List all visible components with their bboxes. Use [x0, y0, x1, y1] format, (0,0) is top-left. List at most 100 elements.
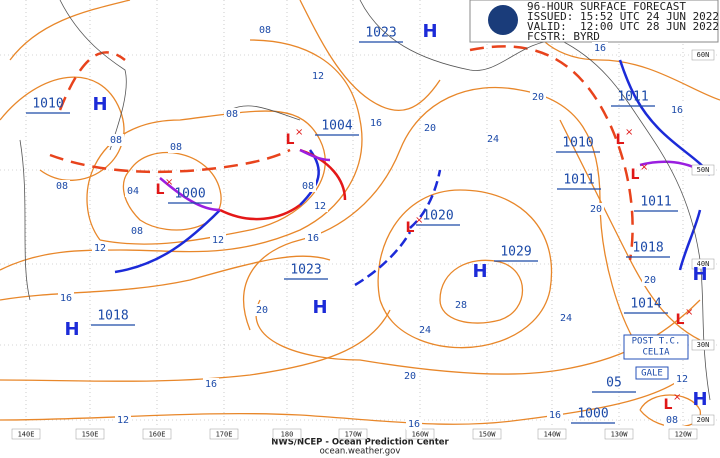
- isobar-label-bg: [592, 42, 608, 54]
- isobar-label-bg: [547, 409, 563, 421]
- isobar-label: 08: [110, 135, 122, 146]
- annotation: CELIA: [642, 348, 670, 358]
- isobar-label-bg: [92, 242, 108, 254]
- lat-label-box: [691, 339, 715, 351]
- isobar-label: 20: [644, 275, 656, 286]
- isobar-label: 12: [212, 235, 224, 246]
- annotation-box: [635, 366, 669, 380]
- lon-label: 160W: [412, 431, 430, 439]
- low-center: L: [631, 167, 640, 183]
- low-center: L: [286, 132, 295, 148]
- isobar-label-bg: [417, 324, 433, 336]
- lon-label-box: [472, 428, 502, 440]
- isobar-label-bg: [669, 104, 685, 116]
- lon-label: 170W: [345, 431, 363, 439]
- isobar-label: 12: [312, 71, 324, 82]
- high-center: H: [692, 264, 707, 285]
- isobar-label: 08: [131, 226, 143, 237]
- isobar-label: 20: [532, 92, 544, 103]
- isobar-label-bg: [115, 414, 131, 426]
- lat-label-box: [691, 49, 715, 61]
- fronts: [49, 45, 712, 287]
- low-x: ×: [415, 215, 423, 226]
- high-center: H: [692, 389, 707, 410]
- isobar-label: 28: [455, 300, 467, 311]
- low-x: ×: [640, 162, 648, 173]
- isobar-label: 16: [594, 43, 606, 54]
- central-pressure: 1011: [617, 90, 648, 105]
- header-issued: ISSUED: 15:52 UTC 24 JUN 2022: [527, 10, 719, 23]
- central-pressure: 1004: [321, 119, 352, 134]
- isobar-label: 20: [404, 371, 416, 382]
- lat-label-box: [691, 258, 715, 270]
- isobar-label: 08: [302, 181, 314, 192]
- isobar-label: 16: [671, 105, 683, 116]
- header-valid: VALID: 12:00 UTC 28 JUN 2022: [527, 20, 719, 33]
- isobar-label-bg: [674, 373, 690, 385]
- lat-label: 60N: [697, 51, 710, 59]
- isobar-label-bg: [300, 180, 316, 192]
- central-pressure: 1011: [563, 173, 594, 188]
- coastlines: [19, 0, 711, 401]
- header-title: 96-HOUR SURFACE FORECAST: [527, 0, 686, 13]
- isobars: [0, 0, 720, 428]
- central-pressure: 1010: [562, 136, 593, 151]
- annotation: GALE: [641, 369, 663, 379]
- isobar-label-bg: [312, 200, 328, 212]
- isobar-label-bg: [224, 108, 240, 120]
- isobar-label-bg: [588, 203, 604, 215]
- lon-label: 150W: [479, 431, 497, 439]
- lon-label: 170E: [216, 431, 233, 439]
- central-pressure: 1018: [97, 309, 128, 324]
- low-x: ×: [685, 307, 693, 318]
- isobar-label-bg: [58, 292, 74, 304]
- lon-label-box: [142, 428, 172, 440]
- high-center: H: [92, 94, 107, 115]
- low-center: L: [156, 182, 165, 198]
- annotation-box: [623, 334, 689, 360]
- isobar-label-bg: [402, 370, 418, 382]
- lon-label: 140W: [544, 431, 562, 439]
- isobar-label: 04: [127, 186, 139, 197]
- lat-label-box: [691, 414, 715, 426]
- low-x: ×: [625, 127, 633, 138]
- high-center: H: [312, 297, 327, 318]
- lon-label-box: [209, 428, 239, 440]
- footer-url: ocean.weather.gov: [320, 447, 401, 457]
- isobar-label-bg: [530, 91, 546, 103]
- isobar-label-bg: [453, 299, 469, 311]
- isobar-label: 12: [117, 415, 129, 426]
- noaa-logo: [488, 5, 518, 35]
- isobar-label: 12: [314, 201, 326, 212]
- central-pressure: 05: [606, 376, 622, 391]
- isobar-label-bg: [664, 414, 680, 426]
- isobar-label: 20: [424, 123, 436, 134]
- high-center: H: [472, 261, 487, 282]
- isobar-label: 08: [170, 142, 182, 153]
- isobar-label-bg: [54, 180, 70, 192]
- isobar-label-bg: [254, 304, 270, 316]
- lon-label-box: [668, 428, 698, 440]
- low-center: L: [616, 132, 625, 148]
- isobar-label-bg: [125, 185, 141, 197]
- low-center: L: [676, 312, 685, 328]
- isobar-label-bg: [406, 418, 422, 430]
- lat-label: 50N: [697, 166, 710, 174]
- isobar-label-bg: [168, 141, 184, 153]
- low-x: ×: [673, 392, 681, 403]
- central-pressure: 1000: [174, 187, 205, 202]
- central-pressure: 1010: [32, 97, 63, 112]
- central-pressure: 1014: [630, 297, 661, 312]
- isobar-label: 08: [226, 109, 238, 120]
- lon-label-box: [272, 428, 302, 440]
- isobar-label-bg: [257, 24, 273, 36]
- isobar-label-bg: [642, 274, 658, 286]
- central-pressure: 1011: [640, 195, 671, 210]
- isobar-label: 16: [205, 379, 217, 390]
- isobar-label: 20: [590, 204, 602, 215]
- isobar-label: 12: [94, 243, 106, 254]
- isobar-label: 24: [560, 313, 572, 324]
- central-pressure: 1023: [290, 263, 321, 278]
